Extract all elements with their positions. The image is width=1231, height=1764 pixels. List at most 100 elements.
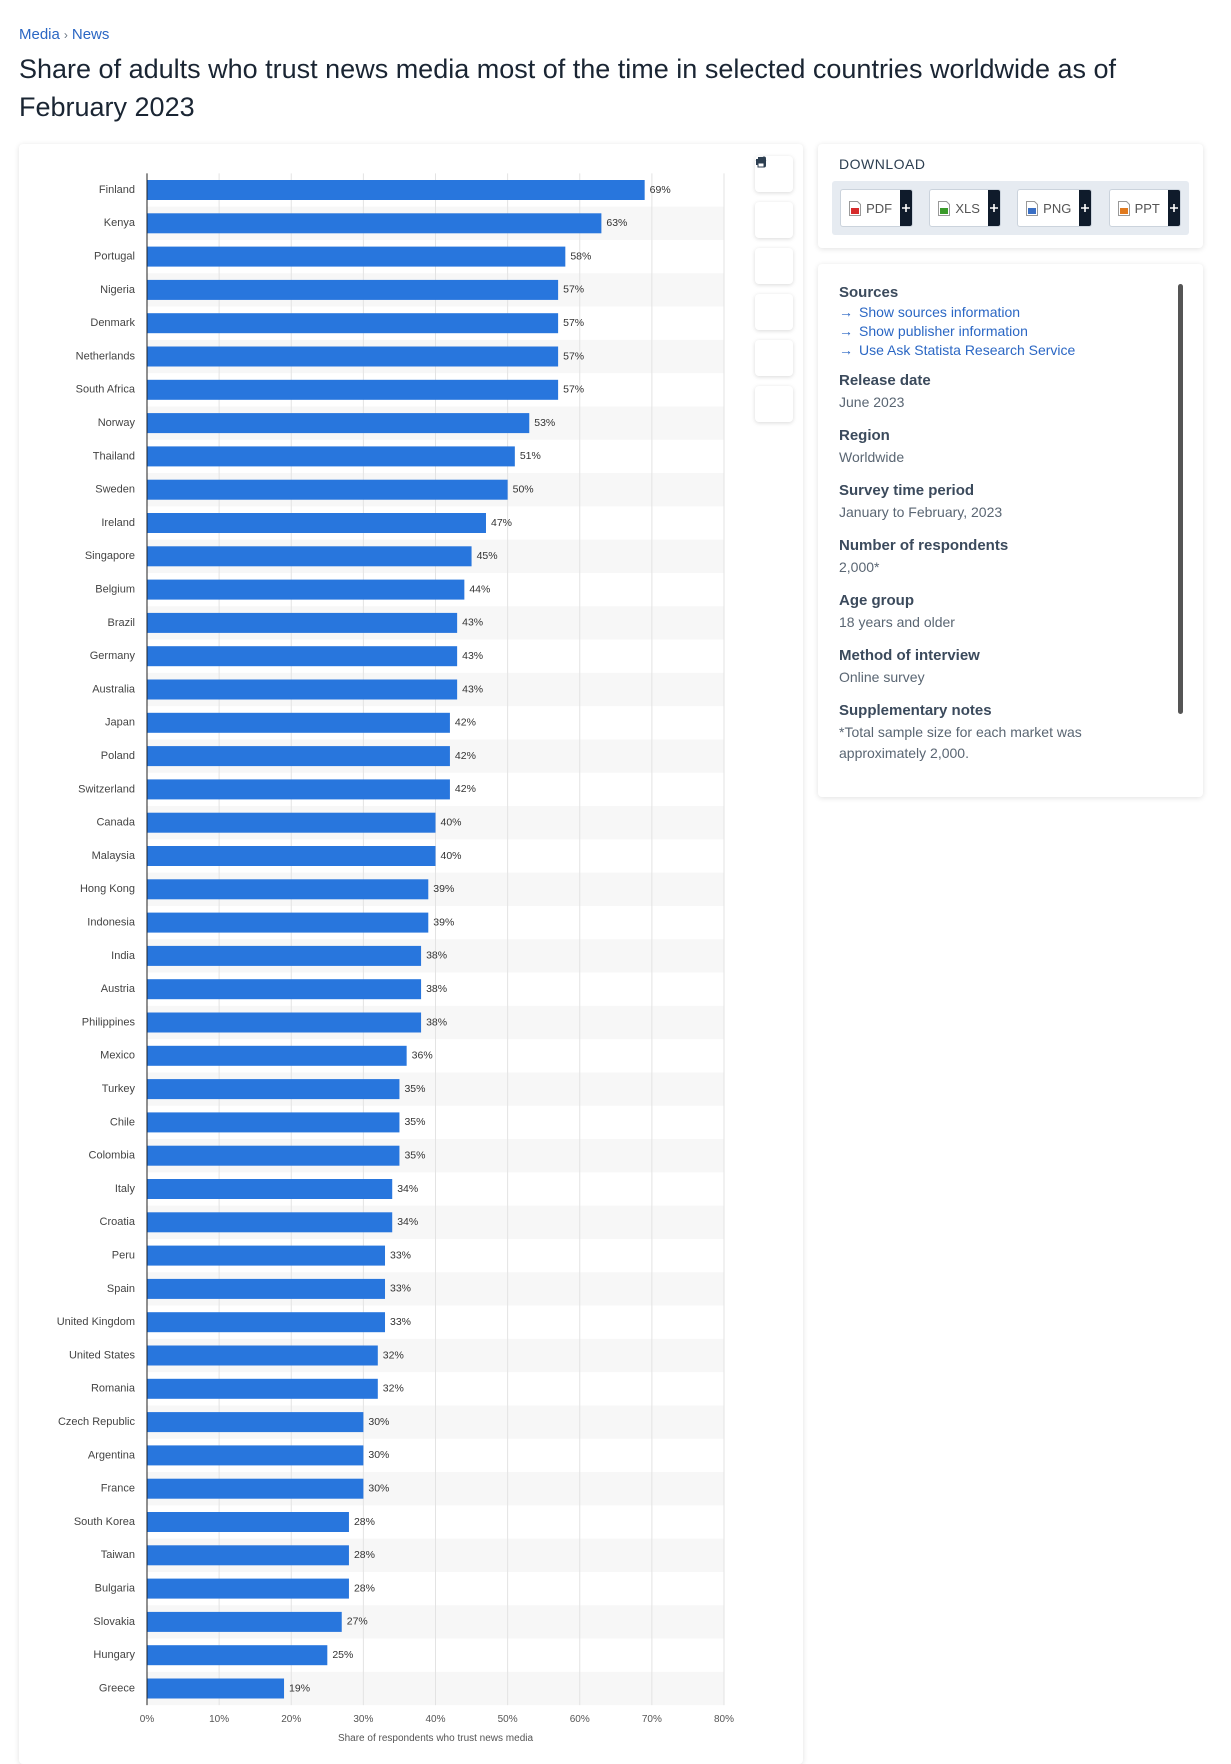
y-tick-label: Hong Kong <box>80 883 135 895</box>
detail-value: Worldwide <box>839 449 905 465</box>
bar <box>147 579 465 600</box>
x-axis-label: Share of respondents who trust news medi… <box>338 1733 534 1744</box>
scrollbar[interactable] <box>1178 284 1183 714</box>
x-tick-label: 0% <box>140 1714 155 1725</box>
data-label: 28% <box>354 1582 375 1594</box>
bar <box>147 646 458 667</box>
download-button[interactable]: PNG <box>1017 189 1093 227</box>
data-label: 35% <box>404 1083 425 1095</box>
download-button[interactable]: PDF <box>840 189 914 227</box>
bar <box>147 1012 422 1033</box>
bar <box>147 612 458 633</box>
y-tick-label: Czech Republic <box>58 1416 136 1428</box>
settings-button[interactable] <box>755 157 793 284</box>
data-label: 47% <box>491 517 512 529</box>
detail-value: June 2023 <box>839 394 905 410</box>
bar <box>147 1378 378 1399</box>
data-label: 38% <box>426 1016 447 1028</box>
download-label: PPT <box>1110 190 1168 226</box>
detail-value: 18 years and older <box>839 614 955 630</box>
bar <box>147 912 429 933</box>
breadcrumb-link[interactable]: News <box>71 26 110 43</box>
y-tick-label: Denmark <box>90 317 135 329</box>
bar <box>147 712 450 733</box>
plus-icon <box>1169 204 1178 212</box>
y-tick-label: Indonesia <box>87 917 136 929</box>
download-buttons: PDF XLS PNG PPT <box>832 181 1189 235</box>
data-label: 63% <box>606 217 627 229</box>
y-tick-label: Greece <box>99 1682 135 1694</box>
bar <box>147 1145 400 1166</box>
x-tick-label: 30% <box>353 1714 373 1725</box>
detail-label: Supplementary notes <box>839 702 992 719</box>
bar <box>147 1345 378 1366</box>
info-list: Sources Show sources information Show pub… <box>839 284 1169 778</box>
download-title: DOWNLOAD <box>839 156 926 172</box>
download-plus <box>1079 190 1092 226</box>
bar <box>147 180 645 200</box>
data-label: 27% <box>347 1616 368 1628</box>
y-tick-label: Poland <box>101 750 135 762</box>
bar <box>147 1478 364 1499</box>
y-tick-label: Taiwan <box>101 1549 135 1561</box>
x-tick-label: 50% <box>498 1714 518 1725</box>
data-label: 57% <box>563 284 584 296</box>
data-label: 42% <box>455 750 476 762</box>
bar <box>147 1678 285 1699</box>
bar <box>147 413 530 434</box>
bar <box>147 546 472 567</box>
download-card: DOWNLOAD PDF XLS PNG PPT <box>818 144 1203 248</box>
source-link[interactable]: Show sources information <box>839 304 1169 320</box>
data-label: 33% <box>390 1316 411 1328</box>
data-label: 39% <box>433 916 454 928</box>
alert-button[interactable] <box>755 158 793 238</box>
bar <box>147 812 436 833</box>
y-tick-label: Norway <box>98 417 136 429</box>
cite-button[interactable] <box>755 159 793 376</box>
y-tick-label: Philippines <box>82 1016 136 1028</box>
data-label: 69% <box>650 184 671 196</box>
source-link[interactable]: Show publisher information <box>839 323 1169 339</box>
chart-card: 0% 10% 20% 30% 40% 50% 60% 70% 80% Share of respo… <box>19 144 803 1764</box>
y-tick-label: Netherlands <box>76 350 136 362</box>
bar <box>147 1445 364 1466</box>
download-button[interactable]: XLS <box>929 189 1001 227</box>
download-button[interactable]: PPT <box>1108 189 1181 227</box>
bar <box>147 746 450 767</box>
data-label: 19% <box>289 1682 310 1694</box>
y-tick-label: Turkey <box>102 1083 136 1095</box>
data-label: 51% <box>520 450 541 462</box>
source-link[interactable]: Use Ask Statista Research Service <box>839 342 1169 358</box>
data-label: 35% <box>404 1116 425 1128</box>
print-button[interactable] <box>755 157 793 422</box>
breadcrumb-link[interactable]: Media <box>19 26 60 43</box>
bar <box>147 513 486 533</box>
y-tick-label: Australia <box>92 683 136 695</box>
data-label: 32% <box>383 1383 404 1395</box>
bar <box>147 1278 386 1299</box>
bar <box>147 1112 400 1133</box>
bar <box>147 846 436 866</box>
share-button[interactable] <box>755 156 793 330</box>
download-format: XLS <box>955 200 980 216</box>
data-label: 38% <box>426 983 447 995</box>
download-label: XLS <box>930 190 988 226</box>
bar <box>147 213 602 234</box>
x-tick-label: 10% <box>209 1714 229 1725</box>
detail-label: Number of respondents <box>839 537 1009 554</box>
y-tick-label: Portugal <box>94 251 135 263</box>
x-tick-label: 60% <box>570 1714 590 1725</box>
bar <box>147 346 559 367</box>
bar <box>147 479 508 500</box>
file-icon <box>938 200 951 216</box>
data-label: 39% <box>433 883 454 895</box>
bar <box>147 779 450 800</box>
data-label: 25% <box>332 1649 353 1661</box>
data-label: 43% <box>462 617 483 629</box>
bar <box>147 1312 386 1333</box>
data-label: 58% <box>570 250 591 262</box>
y-tick-label: United States <box>69 1349 136 1361</box>
separator: › <box>63 28 68 42</box>
